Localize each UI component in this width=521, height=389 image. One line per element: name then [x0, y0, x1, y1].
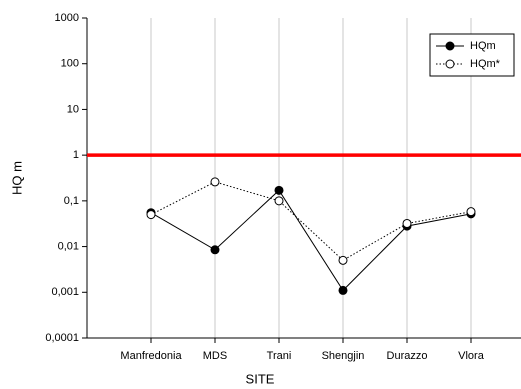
- y-tick-label: 100: [61, 58, 79, 70]
- legend-box: [429, 33, 515, 77]
- data-point: [146, 210, 156, 220]
- y-tick-label: 0,0001: [45, 332, 79, 344]
- legend-label: HQm*: [470, 58, 501, 70]
- x-tick-label: Durazzo: [387, 350, 428, 362]
- y-tick-label: 10: [67, 103, 79, 115]
- y-tick-label: 0,01: [58, 240, 79, 252]
- data-point: [338, 285, 348, 295]
- y-tick-label: 0,1: [64, 195, 79, 207]
- series-line: [150, 189, 472, 292]
- x-tick-label: Manfredonia: [120, 350, 182, 362]
- legend-marker: [445, 59, 455, 69]
- x-tick-label: Vlora: [458, 350, 485, 362]
- data-point: [402, 218, 412, 228]
- y-tick-label: 1000: [55, 12, 79, 24]
- y-axis-label: HQ m: [9, 161, 24, 195]
- data-point: [210, 245, 220, 255]
- data-point: [338, 255, 348, 265]
- y-tick-label: 1: [73, 149, 79, 161]
- data-point: [274, 196, 284, 206]
- legend-label: HQm: [470, 40, 496, 52]
- series-line: [150, 181, 472, 261]
- x-tick-label: Shengjin: [322, 350, 365, 362]
- legend-marker: [445, 41, 455, 51]
- x-tick-label: Trani: [267, 350, 292, 362]
- data-point: [274, 185, 284, 195]
- y-tick-label: 0,001: [51, 286, 79, 298]
- data-point: [466, 207, 476, 217]
- x-axis-label: SITE: [246, 371, 275, 386]
- data-point: [210, 177, 220, 187]
- x-tick-label: MDS: [203, 350, 227, 362]
